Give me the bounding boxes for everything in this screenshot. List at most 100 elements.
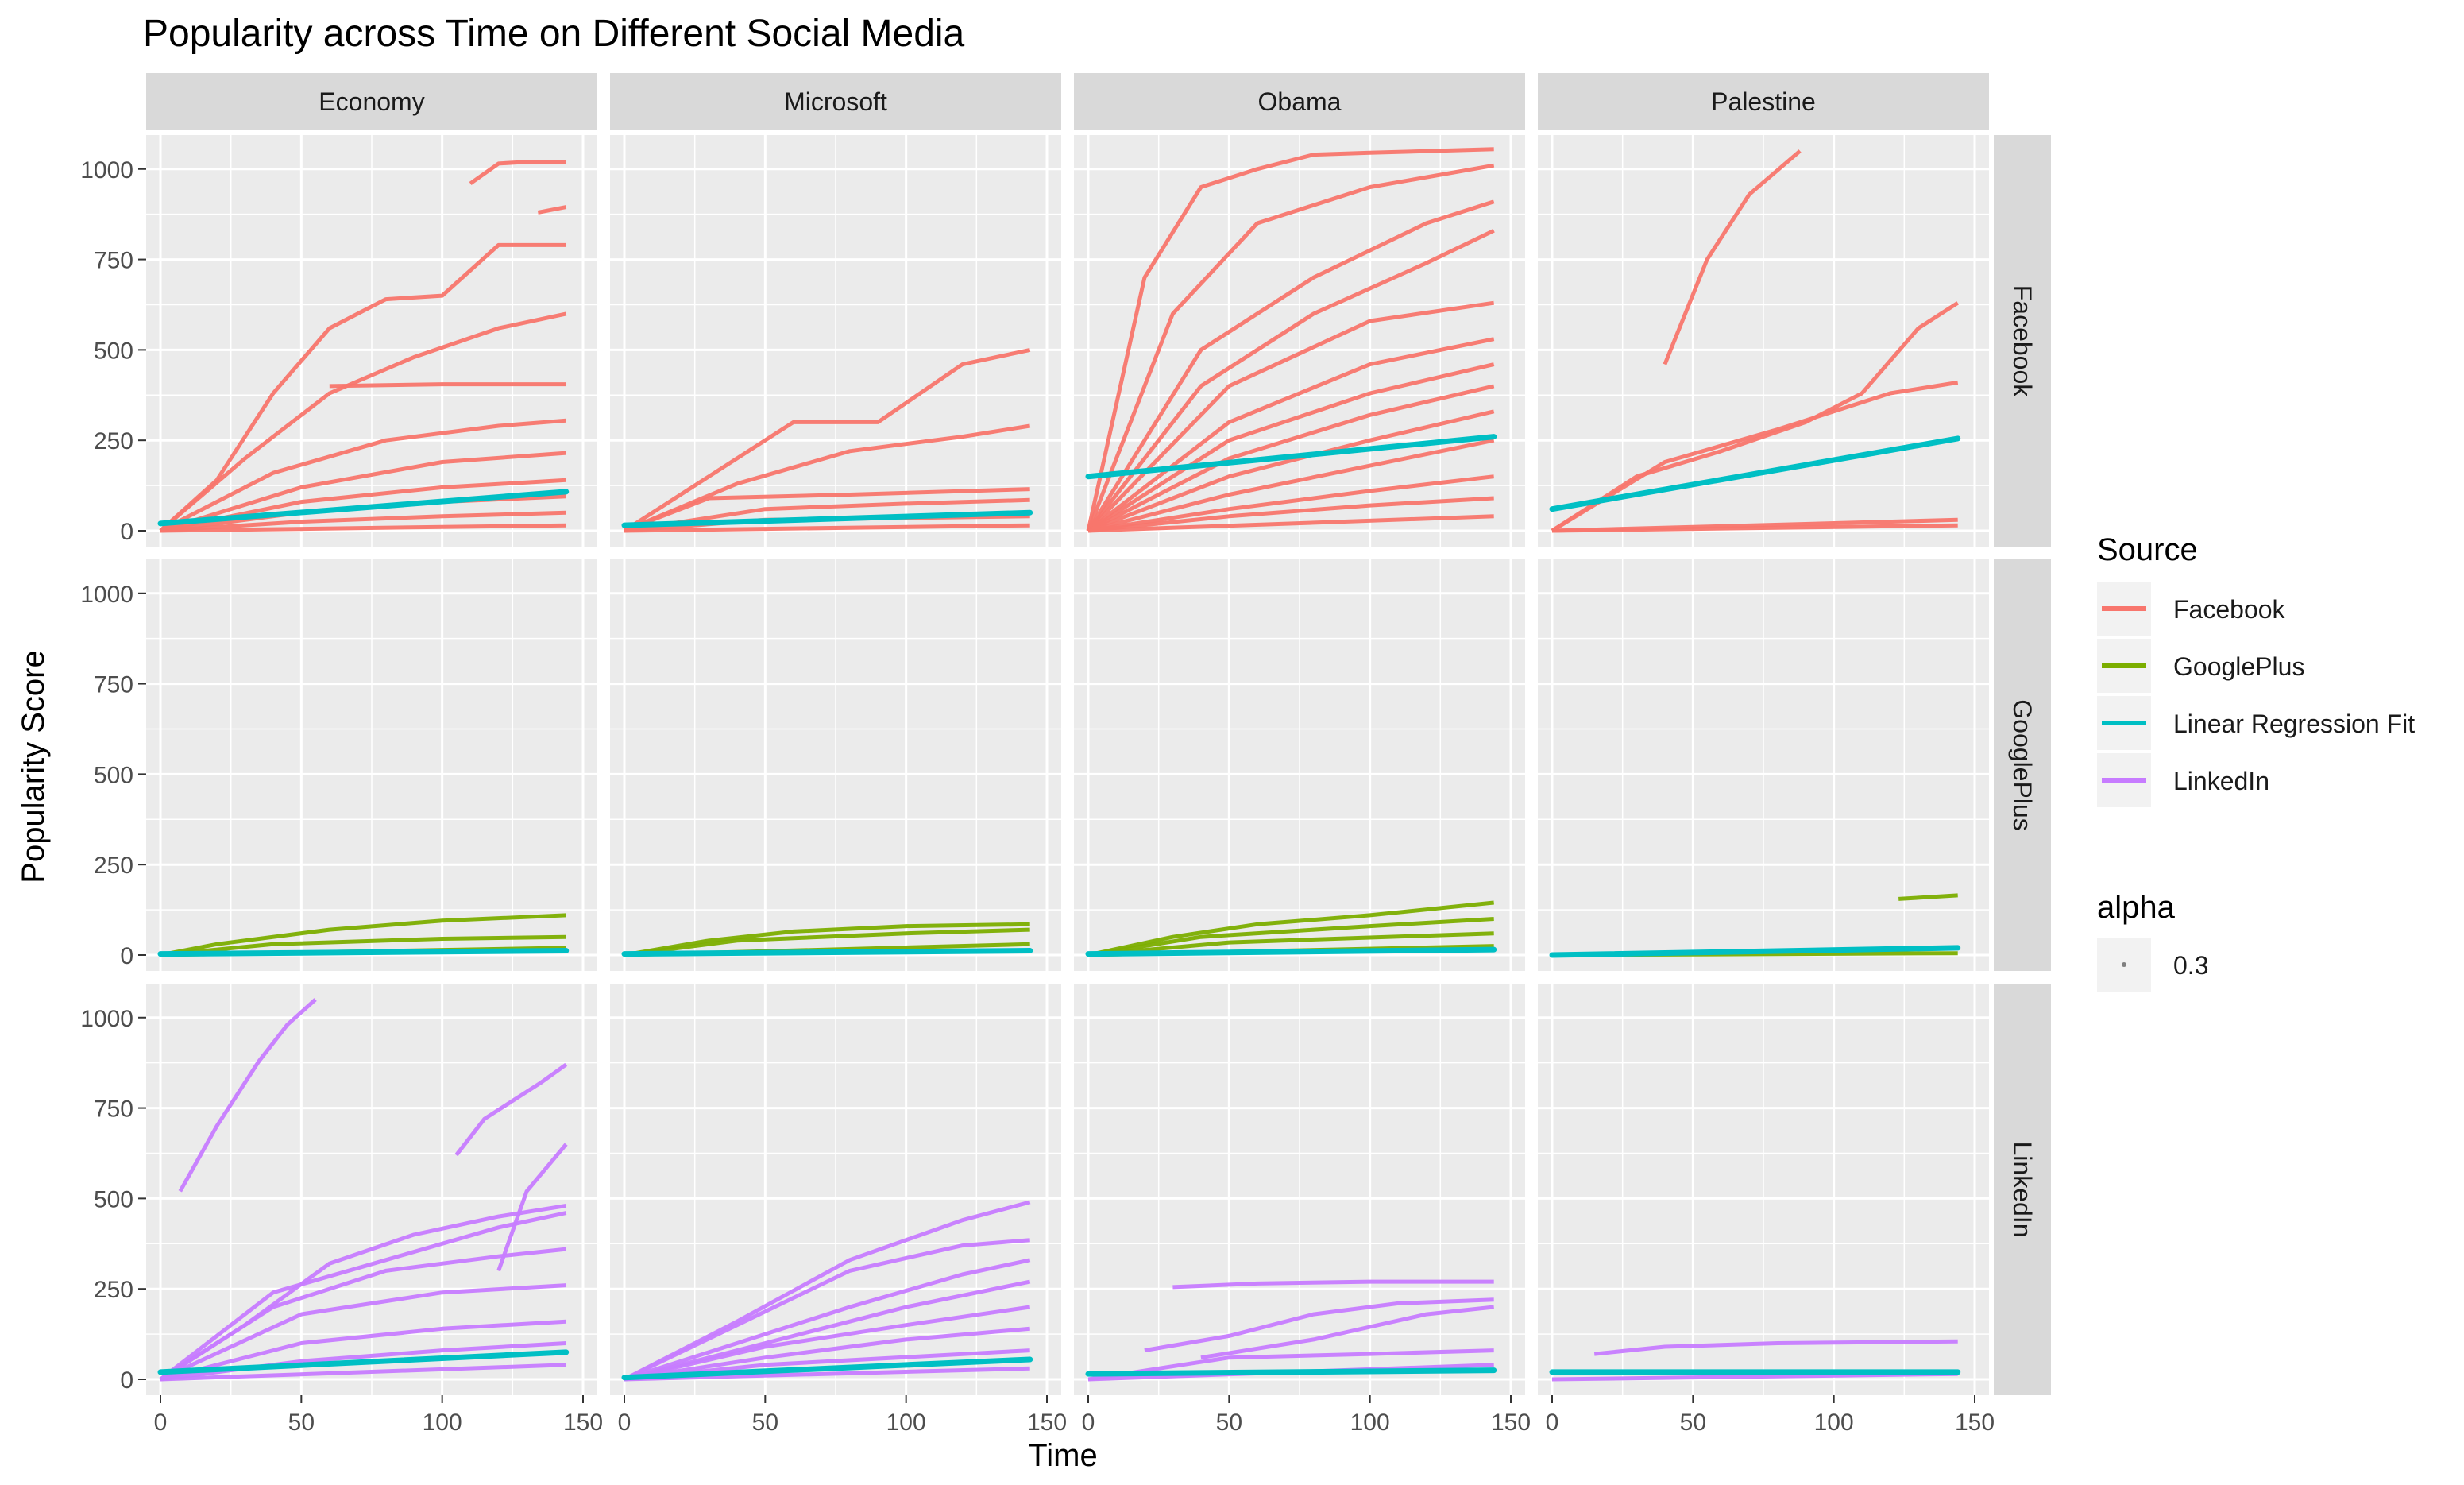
x-axis-tick-label: 150 <box>563 1410 603 1436</box>
x-axis-tick-label: 0 <box>1546 1410 1559 1436</box>
series-line-facebook <box>1086 163 1495 532</box>
series-line-facebook <box>160 523 566 533</box>
y-axis-tick-label: 250 <box>94 853 133 879</box>
facet-strip-column <box>610 73 1061 130</box>
series-line-linkedin <box>624 1326 1030 1382</box>
series-line-facebook <box>624 487 1030 533</box>
series-line-linkedin <box>454 1062 568 1157</box>
x-axis-tick-label: 50 <box>288 1410 315 1436</box>
series-line-facebook <box>1087 384 1495 533</box>
series-line-linkedin <box>623 1200 1031 1382</box>
series-line-facebook <box>1087 228 1495 532</box>
facet-strip-column-label: Microsoft <box>784 87 887 116</box>
legend-title-source: Source <box>2097 532 2198 567</box>
series-line-facebook <box>1087 362 1495 533</box>
series-line-linkedin <box>624 1305 1031 1382</box>
series-line-linkedin <box>1172 1279 1494 1290</box>
series-line-facebook <box>1663 149 1802 365</box>
y-axis-tick-label: 750 <box>94 672 133 698</box>
regression-fit-line <box>1085 946 1497 957</box>
y-axis-tick-label: 750 <box>94 248 133 274</box>
series-line-googleplus <box>160 934 566 957</box>
regression-fit-line <box>621 948 1033 957</box>
facet-strip-row-label: Facebook <box>2008 285 2037 398</box>
series-line-googleplus <box>624 922 1030 957</box>
regression-fit-line <box>1085 434 1497 480</box>
regression-fit-line <box>1085 1367 1497 1377</box>
y-axis-tick-label: 1000 <box>80 582 133 608</box>
regression-fit-line <box>1549 435 1961 512</box>
series-line-facebook <box>159 242 566 532</box>
series-line-facebook <box>1551 380 1959 533</box>
series-line-facebook <box>1087 496 1494 533</box>
series-line-linkedin <box>178 998 317 1193</box>
facet-strip-row <box>1994 559 2051 971</box>
legend: Source Facebook GooglePlus Linear Regressi… <box>2097 532 2415 992</box>
facet-strip-row-label: LinkedIn <box>2008 1142 2037 1238</box>
facet-strip-row-label: GooglePlus <box>2008 699 2037 830</box>
series-line-facebook <box>1086 147 1494 532</box>
series-line-facebook <box>160 510 566 533</box>
y-axis-title: Popularity Score <box>16 650 51 883</box>
legend-item-label: Facebook <box>2173 595 2286 624</box>
facet-strip-row <box>1994 984 2051 1395</box>
legend-alpha-point <box>2122 962 2126 967</box>
x-axis-tick-label: 100 <box>1350 1410 1390 1436</box>
series-line-facebook <box>1087 337 1495 532</box>
series-line-googleplus <box>160 913 566 957</box>
y-axis-tick-label: 0 <box>120 1367 133 1394</box>
series-line-linkedin <box>159 1247 566 1382</box>
series-line-linkedin <box>1593 1339 1958 1356</box>
series-line-facebook <box>1086 199 1495 532</box>
series-line-linkedin <box>1200 1305 1494 1360</box>
facet-strip-column <box>1074 73 1525 130</box>
series-line-linkedin <box>160 1319 566 1382</box>
series-line-facebook <box>329 382 566 389</box>
regression-fit-line <box>157 1349 570 1375</box>
series-line-facebook <box>623 347 1031 533</box>
y-axis-tick-label: 500 <box>94 1186 133 1212</box>
series-line-linkedin <box>624 1366 1030 1382</box>
series-line-googleplus <box>1087 900 1494 957</box>
facet-strip-column <box>1538 73 1989 130</box>
x-axis-tick-label: 50 <box>1680 1410 1706 1436</box>
series-line-facebook <box>1087 514 1494 533</box>
series-line-facebook <box>160 451 566 533</box>
series-line-linkedin <box>1144 1297 1494 1353</box>
series-line-facebook <box>624 423 1031 533</box>
y-axis-tick-label: 1000 <box>80 1006 133 1032</box>
facet-strip-column-label: Economy <box>319 87 424 116</box>
series-line-facebook <box>1087 474 1494 533</box>
series-line-facebook <box>159 311 567 532</box>
series-line-googleplus <box>1087 917 1494 957</box>
x-axis-tick-label: 0 <box>1082 1410 1095 1436</box>
series-line-facebook <box>624 497 1030 533</box>
series-line-linkedin <box>159 1283 566 1382</box>
y-axis-tick-label: 0 <box>120 943 133 969</box>
legend-item-label: Linear Regression Fit <box>2173 710 2415 738</box>
x-axis-title: Time <box>1028 1438 1097 1473</box>
series-line-facebook <box>159 418 566 533</box>
legend-item-label: LinkedIn <box>2173 767 2269 795</box>
y-axis-tick-label: 500 <box>94 338 133 364</box>
series-line-facebook <box>1087 300 1495 532</box>
chart-title: Popularity across Time on Different Soci… <box>143 13 965 55</box>
x-axis-tick-label: 50 <box>752 1410 778 1436</box>
x-axis-tick-label: 150 <box>1491 1410 1531 1436</box>
x-axis-tick-label: 100 <box>423 1410 462 1436</box>
series-line-facebook <box>537 205 567 215</box>
x-axis-tick-label: 0 <box>618 1410 631 1436</box>
series-line-facebook <box>1551 523 1958 533</box>
legend-items: Facebook GooglePlus Linear Regression Fit L… <box>2097 582 2415 807</box>
series-line-linkedin <box>623 1238 1030 1382</box>
series-line-googleplus <box>624 927 1030 957</box>
facet-strip-column <box>146 73 597 130</box>
regression-fit-line <box>157 489 570 527</box>
regression-fit-line <box>621 509 1033 528</box>
x-axis-tick-label: 100 <box>886 1410 926 1436</box>
series-line-linkedin <box>160 1363 566 1382</box>
x-axis-tick-label: 150 <box>1955 1410 1995 1436</box>
y-axis-tick-label: 1000 <box>80 157 133 184</box>
regression-fit-line <box>621 1356 1033 1381</box>
regression-fit-line <box>157 948 570 957</box>
